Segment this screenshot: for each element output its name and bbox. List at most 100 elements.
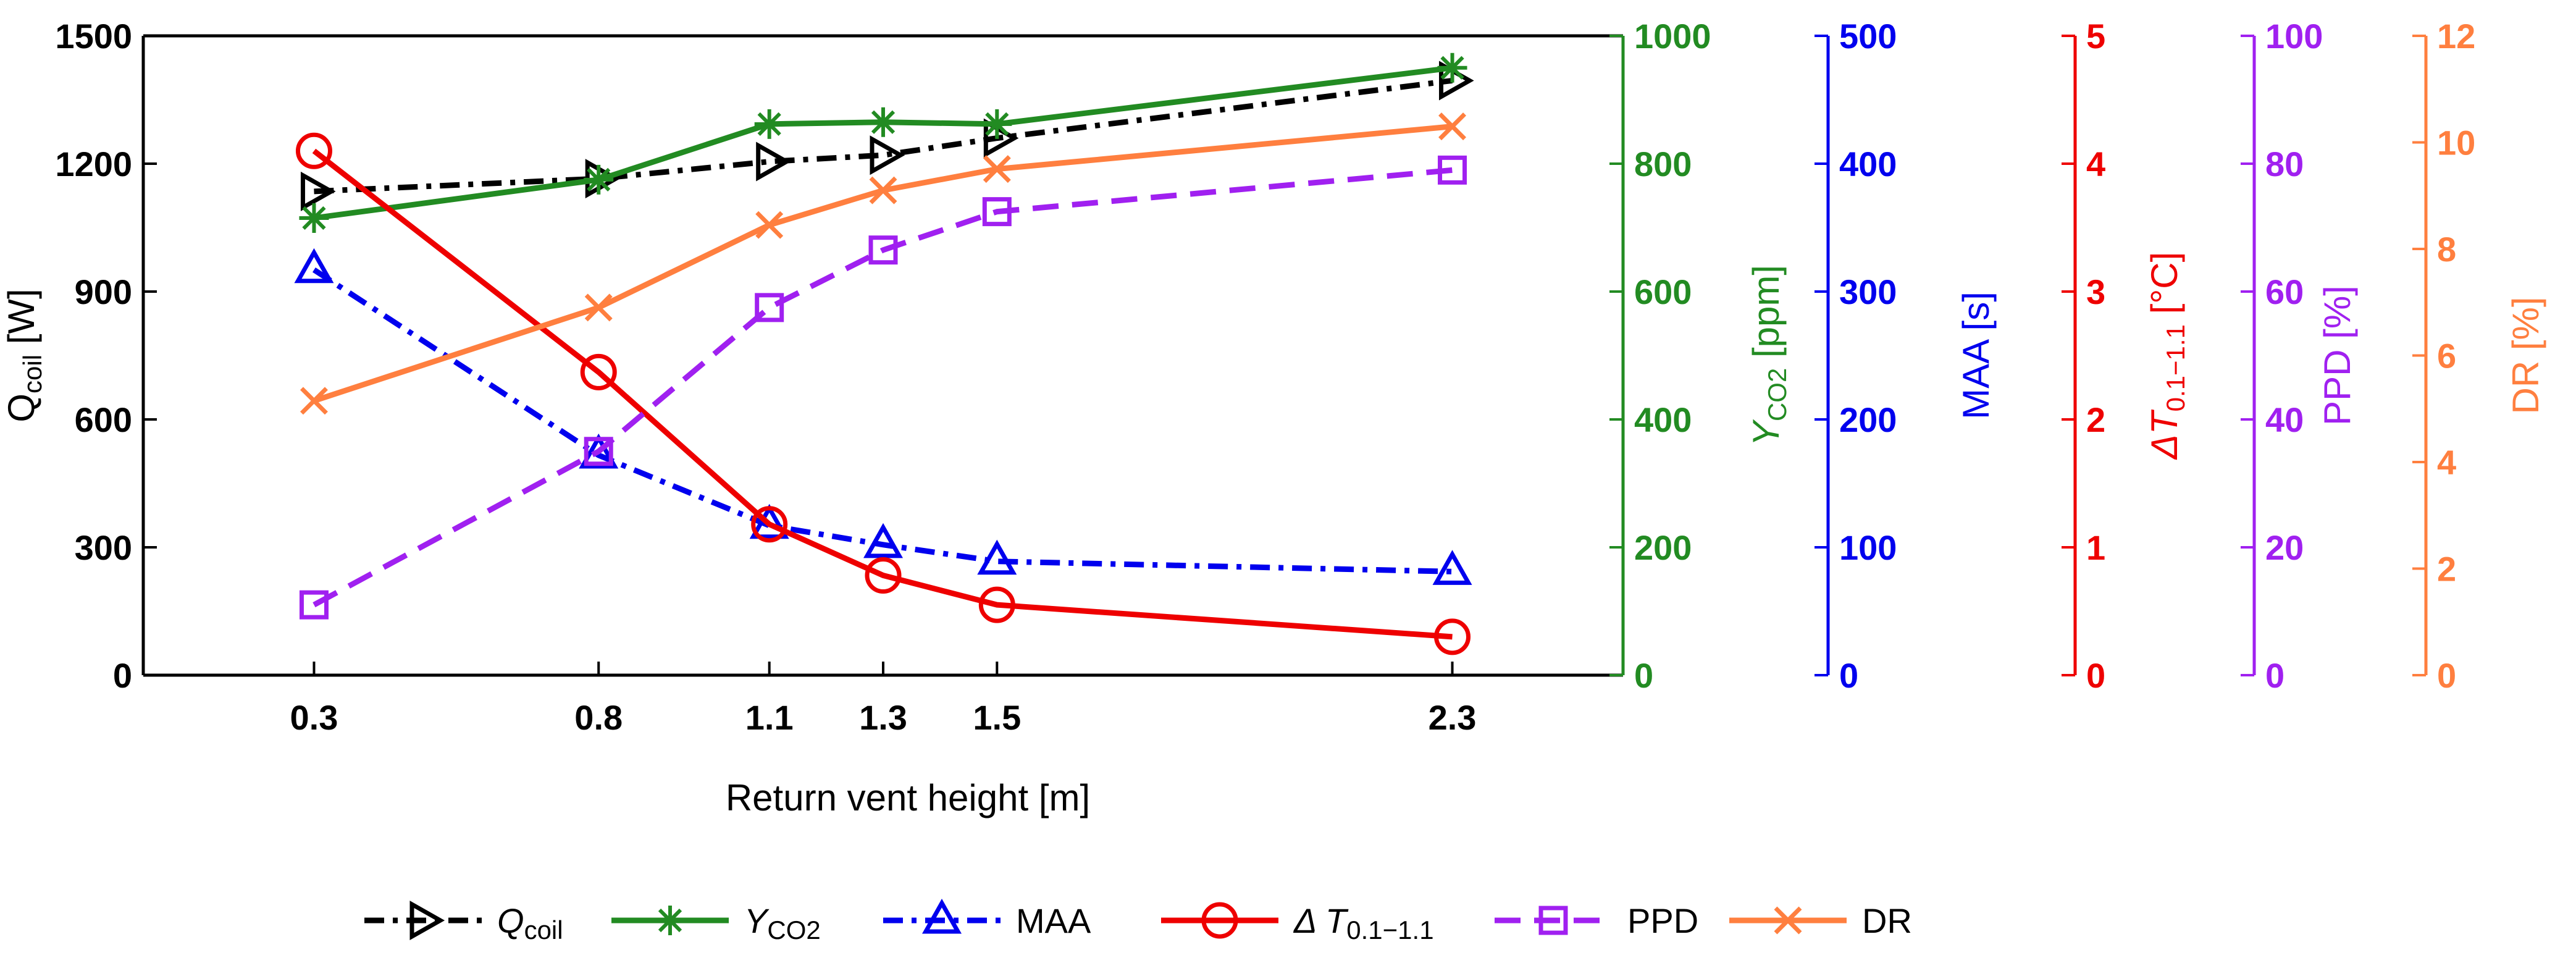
y-tick-label: 3 <box>2086 272 2105 311</box>
data-point-dr <box>1438 112 1467 141</box>
y-tick-label: 500 <box>1839 17 1897 56</box>
y-tick-label: 2 <box>2086 400 2105 439</box>
series-layer <box>294 53 1474 655</box>
y-tick-label: 40 <box>2265 400 2304 439</box>
data-point-maa <box>749 503 789 539</box>
y-tick-label: 2 <box>2437 550 2456 589</box>
y-tick-label: 0 <box>1634 656 1653 695</box>
data-point-ppd <box>584 437 613 466</box>
plot-frame-layer: 0.3 0.8 1.1 1.3 1.5 2.3 Return vent height [m] <box>141 34 1623 818</box>
series-line-ppd <box>313 167 1453 608</box>
legend-marker-qcoil <box>409 901 445 940</box>
legend-label-maa: MAA <box>1016 901 1091 940</box>
series-line-maa <box>313 267 1453 574</box>
legend-item-yco2: YCO2 <box>611 901 821 944</box>
data-point-dr <box>300 387 328 415</box>
data-point-ppd <box>1438 155 1467 185</box>
legend-marker-dt <box>1201 902 1238 939</box>
data-point-dr <box>869 176 897 204</box>
legend-label-dt: Δ T0.1−1.1 <box>1293 901 1434 944</box>
data-point-yco2 <box>1437 53 1467 83</box>
legend-item-dr: DR <box>1729 901 1912 940</box>
y-tick-label: 300 <box>1839 272 1897 311</box>
data-point-yco2 <box>754 109 784 139</box>
series-line-dr <box>313 124 1453 404</box>
data-point-yco2 <box>868 107 898 137</box>
y-tick-label: 400 <box>1839 145 1897 183</box>
y-tick-label: 800 <box>1634 145 1692 183</box>
data-point-dt <box>1434 618 1471 655</box>
y-tick-label: 12 <box>2437 17 2475 56</box>
series-yco2 <box>299 53 1467 233</box>
y-tick-label: 100 <box>1839 528 1897 567</box>
data-point-dt <box>580 353 617 390</box>
legend-item-dt: Δ T0.1−1.1 <box>1161 901 1434 944</box>
data-point-qcoil <box>300 171 336 211</box>
x-tick-label: 1.3 <box>859 698 907 737</box>
x-tick-label: 0.8 <box>574 698 623 737</box>
data-point-ppd <box>299 590 329 620</box>
data-point-dt <box>978 586 1015 623</box>
y-tick-label: 300 <box>75 528 132 567</box>
data-point-qcoil <box>870 135 905 175</box>
data-point-ppd <box>755 293 784 322</box>
y-tick-label: 4 <box>2437 443 2456 482</box>
legend-item-ppd: PPD <box>1495 901 1698 940</box>
data-point-dr <box>983 155 1011 183</box>
series-dr <box>300 112 1467 415</box>
y-tick-label: 600 <box>1634 272 1692 311</box>
y-axis-title-qcoil: Qcoil [W] <box>1 288 47 422</box>
legend-label-qcoil: Qcoil <box>497 901 563 944</box>
data-point-dr <box>584 293 613 322</box>
legend-marker-yco2 <box>655 906 685 935</box>
data-point-dt <box>295 132 332 169</box>
x-tick-label: 0.3 <box>290 698 338 737</box>
data-point-yco2 <box>299 203 329 233</box>
legend-marker-ppd <box>1538 906 1568 935</box>
data-point-yco2 <box>982 109 1012 139</box>
y-tick-label: 1200 <box>55 145 132 183</box>
y-axis-title-dt: ΔT0.1−1.1 [°C] <box>2144 252 2190 461</box>
y-tick-label: 200 <box>1839 400 1897 439</box>
y-tick-label: 0 <box>1839 656 1858 695</box>
y-axis-title-yco2: YCO2 [ppm] <box>1745 265 1792 446</box>
y-axis-title-dr: DR [%] <box>2505 297 2546 414</box>
y-axis-dt: 0 1 2 3 4 5 ΔT0.1−1.1 [°C] <box>2062 17 2190 695</box>
x-tick-label: 1.5 <box>973 698 1021 737</box>
legend-label-dr: DR <box>1862 901 1912 940</box>
x-tick-label: 2.3 <box>1429 698 1477 737</box>
series-line-dt <box>312 148 1453 640</box>
data-point-qcoil <box>756 141 791 182</box>
x-axis-title: Return vent height [m] <box>726 777 1090 818</box>
data-point-ppd <box>982 197 1012 227</box>
data-point-yco2 <box>584 164 614 195</box>
data-point-dr <box>755 211 784 239</box>
y-axis-title-maa: MAA [s] <box>1955 292 1997 419</box>
y-axis-maa: 0 100 200 300 400 500 MAA [s] <box>1815 17 1997 695</box>
series-maa <box>294 248 1472 585</box>
y-tick-label: 60 <box>2265 272 2304 311</box>
legend-label-yco2: YCO2 <box>744 901 821 944</box>
y-axis-ppd: 0 20 40 60 80 100 PPD [%] <box>2241 17 2358 695</box>
data-point-dt <box>751 506 788 543</box>
y-axis-dr: 0 2 4 6 8 10 12 DR [%] <box>2412 17 2546 695</box>
series-dt <box>295 132 1471 655</box>
data-point-qcoil <box>983 118 1019 158</box>
y-tick-label: 8 <box>2437 230 2456 269</box>
y-tick-label: 4 <box>2086 145 2105 183</box>
data-point-ppd <box>868 235 898 265</box>
data-point-maa <box>977 539 1017 575</box>
y-tick-label: 5 <box>2086 17 2105 56</box>
legend-marker-dr <box>1774 906 1802 935</box>
y-tick-label: 10 <box>2437 124 2475 162</box>
series-line-qcoil <box>314 77 1453 195</box>
x-tick-label: 1.1 <box>745 698 794 737</box>
y-axis-title-ppd: PPD [%] <box>2317 285 2358 426</box>
y-tick-label: 200 <box>1634 528 1692 567</box>
legend-item-qcoil: Qcoil <box>364 901 563 944</box>
series-ppd <box>299 155 1467 620</box>
y-tick-label: 0 <box>2086 656 2105 695</box>
series-line-yco2 <box>313 65 1453 221</box>
data-point-maa <box>1432 550 1472 585</box>
legend-marker-maa <box>922 898 962 934</box>
